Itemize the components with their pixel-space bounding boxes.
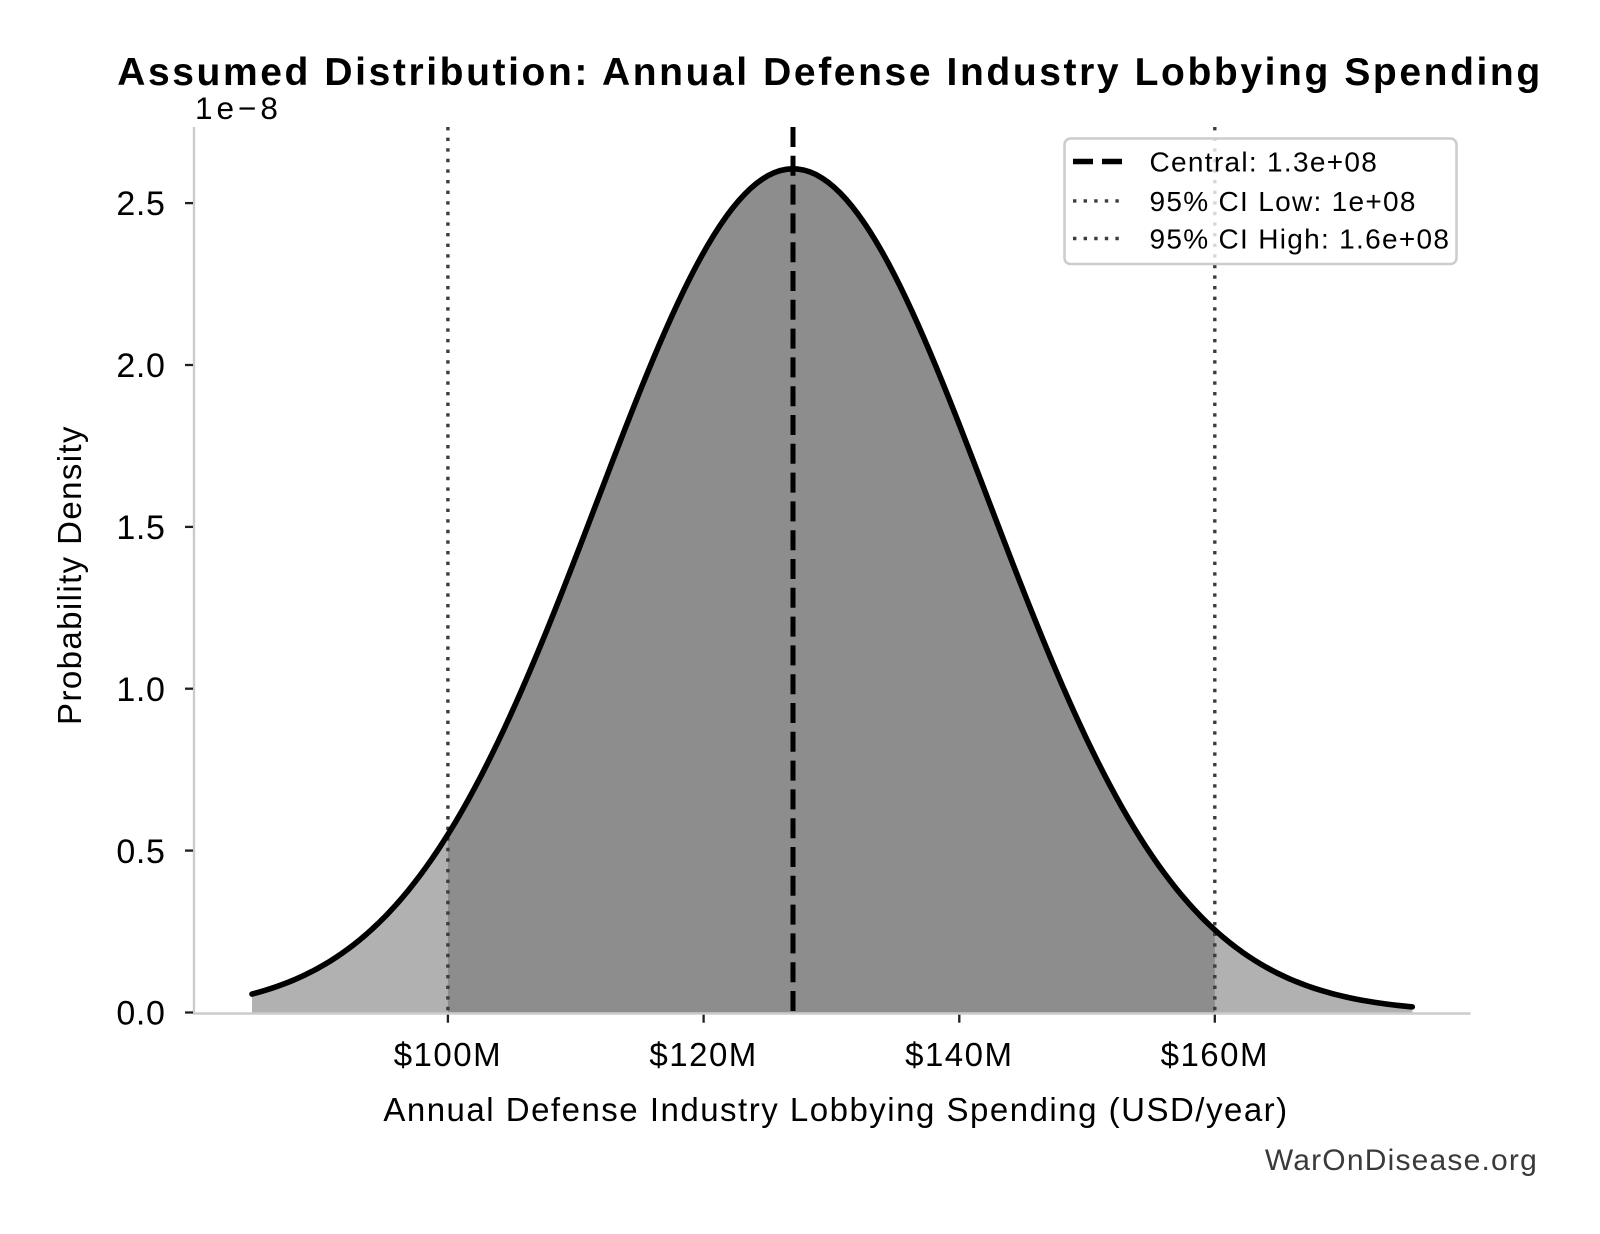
svg-text:Assumed Distribution: Annual D: Assumed Distribution: Annual Defense Ind… xyxy=(117,51,1543,94)
svg-text:1.0: 1.0 xyxy=(116,671,165,709)
svg-text:2.0: 2.0 xyxy=(116,347,165,385)
svg-text:Central: 1.3e+08: Central: 1.3e+08 xyxy=(1150,147,1379,178)
svg-text:$100M: $100M xyxy=(394,1036,502,1073)
svg-text:$120M: $120M xyxy=(649,1036,757,1073)
svg-text:2.5: 2.5 xyxy=(116,185,165,223)
svg-text:95% CI High: 1.6e+08: 95% CI High: 1.6e+08 xyxy=(1150,224,1451,255)
svg-text:0.5: 0.5 xyxy=(116,833,165,871)
svg-text:0.0: 0.0 xyxy=(116,995,165,1033)
svg-text:$140M: $140M xyxy=(905,1036,1013,1073)
svg-text:Annual Defense Industry Lobbyi: Annual Defense Industry Lobbying Spendin… xyxy=(383,1091,1288,1128)
svg-text:1e−8: 1e−8 xyxy=(195,90,282,126)
svg-text:1.5: 1.5 xyxy=(116,509,165,547)
svg-text:Probability Density: Probability Density xyxy=(51,425,88,725)
svg-text:WarOnDisease.org: WarOnDisease.org xyxy=(1265,1144,1538,1177)
svg-text:$160M: $160M xyxy=(1161,1036,1269,1073)
svg-text:95% CI Low: 1e+08: 95% CI Low: 1e+08 xyxy=(1150,186,1417,217)
